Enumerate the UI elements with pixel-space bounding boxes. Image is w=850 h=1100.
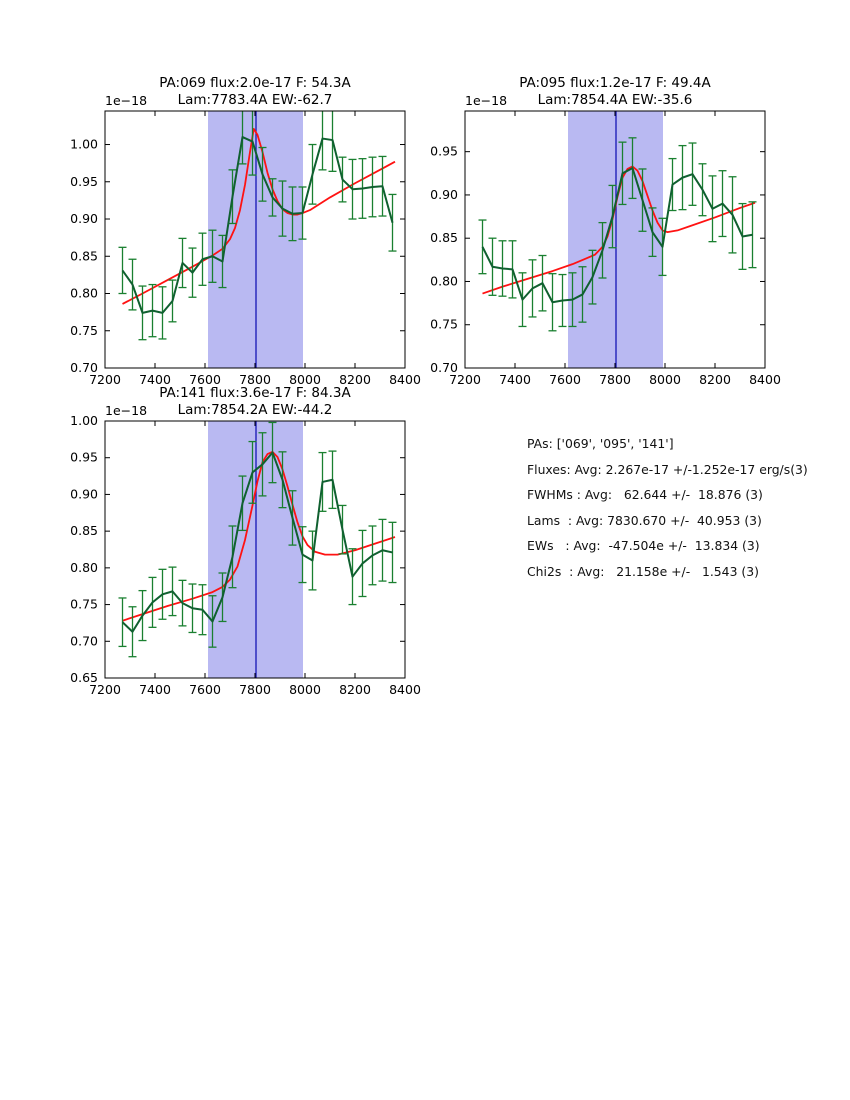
x-tick-label: 7800	[239, 682, 271, 697]
axes-frame	[464, 110, 766, 369]
plot-pa095: 7200 7400 7600 7800 8000 8200 8400 0.70 0.75 0.80…	[430, 75, 781, 387]
y-tick-label: 0.75	[430, 317, 458, 332]
y-tick-label: 0.85	[70, 523, 98, 538]
x-tick-label: 8200	[339, 372, 371, 387]
y-tick-label: 0.85	[430, 230, 458, 245]
y-tick-label: 0.95	[430, 144, 458, 159]
summary-line-pas: PAs: ['069', '095', '141']	[527, 436, 674, 451]
fit-series	[482, 165, 756, 295]
x-tick-label: 7600	[189, 372, 221, 387]
summary-line-fluxes: Fluxes: Avg: 2.267e-17 +/-1.252e-17 erg/…	[527, 461, 808, 477]
summary-line-lams: Lams : Avg: 7830.670 +/- 40.953 (3)	[527, 512, 762, 528]
x-tick-label: 7600	[189, 682, 221, 697]
y-tick-label: 1.00	[70, 413, 98, 428]
y-tick-label: 0.75	[70, 323, 98, 338]
x-tick-label: 8200	[339, 682, 371, 697]
x-tick-label: 7800	[599, 372, 631, 387]
y-tick-label: 0.70	[430, 360, 458, 375]
x-tick-label: 8400	[389, 372, 421, 387]
tick-labels: 7200 7400 7600 7800 8000 8200 8400 0.70 0.75 0.80…	[430, 144, 781, 387]
y-tick-label: 0.70	[70, 633, 98, 648]
plot-pa141: 7200 7400 7600 7800 8000 8200 8400 0.65 0.70 0.75…	[70, 385, 421, 697]
x-tick-label: 7400	[139, 682, 171, 697]
x-tick-label: 8400	[389, 682, 421, 697]
y-tick-label: 0.70	[70, 360, 98, 375]
summary-panel: PAs: ['069', '095', '141'] Fluxes: Avg: …	[527, 431, 808, 585]
summary-line-ews: EWs : Avg: -47.504e +/- 13.834 (3)	[527, 538, 760, 554]
y-tick-label: 0.95	[70, 174, 98, 189]
y-tick-label: 0.85	[70, 248, 98, 263]
spectrum-series	[121, 451, 393, 633]
y-tick-label: 0.80	[430, 273, 458, 288]
plot-title: PA:141 flux:3.6e-17 F: 84.3A	[159, 385, 351, 401]
x-tick-label: 7200	[89, 372, 121, 387]
x-tick-label: 7600	[549, 372, 581, 387]
x-tick-label: 8400	[749, 372, 781, 387]
plot-title: PA:069 flux:2.0e-17 F: 54.3A	[159, 75, 351, 91]
plot-pa069: 7200 7400 7600 7800 8000 8200 8400 0.70 0.75 0.80…	[70, 75, 421, 387]
spectrum-series	[121, 136, 394, 314]
x-tick-label: 8000	[289, 682, 321, 697]
x-tick-label: 8000	[289, 372, 321, 387]
y-tick-label: 0.90	[70, 211, 98, 226]
tick-labels: 7200 7400 7600 7800 8000 8200 8400 0.65 0.70 0.75…	[70, 413, 421, 697]
x-tick-label: 8000	[649, 372, 681, 387]
spectrum-series	[481, 167, 753, 304]
plot-subtitle: Lam:7854.4A EW:-35.6	[538, 92, 693, 108]
axes-frame	[104, 420, 406, 679]
y-axis-offset-label: 1e−18	[105, 93, 147, 108]
x-tick-label: 7400	[499, 372, 531, 387]
axes-frame	[104, 110, 406, 369]
x-tick-label: 7800	[239, 372, 271, 387]
plot-subtitle: Lam:7854.2A EW:-44.2	[178, 402, 333, 418]
y-tick-label: 0.95	[70, 450, 98, 465]
y-tick-label: 1.00	[70, 137, 98, 152]
summary-line-chi2s: Chi2s : Avg: 21.158e +/- 1.543 (3)	[527, 563, 759, 579]
x-tick-label: 8200	[699, 372, 731, 387]
y-tick-label: 0.75	[70, 597, 98, 612]
y-tick-label: 0.90	[430, 187, 458, 202]
x-tick-label: 7200	[89, 682, 121, 697]
y-tick-label: 0.80	[70, 560, 98, 575]
y-tick-label: 0.80	[70, 286, 98, 301]
plot-data-area	[118, 111, 397, 341]
y-tick-label: 0.90	[70, 486, 98, 501]
y-tick-label: 0.65	[70, 670, 98, 685]
plot-title: PA:095 flux:1.2e-17 F: 49.4A	[519, 75, 711, 91]
x-tick-label: 7400	[139, 372, 171, 387]
y-axis-offset-label: 1e−18	[105, 403, 147, 418]
x-tick-label: 7200	[449, 372, 481, 387]
plot-subtitle: Lam:7783.4A EW:-62.7	[178, 92, 333, 108]
plot-data-area	[118, 421, 397, 658]
y-axis-offset-label: 1e−18	[465, 93, 507, 108]
summary-line-fwhms: FWHMs : Avg: 62.644 +/- 18.876 (3)	[527, 487, 763, 503]
tick-labels: 7200 7400 7600 7800 8000 8200 8400 0.70 0.75 0.80…	[70, 137, 421, 387]
plot-data-area	[478, 137, 757, 332]
